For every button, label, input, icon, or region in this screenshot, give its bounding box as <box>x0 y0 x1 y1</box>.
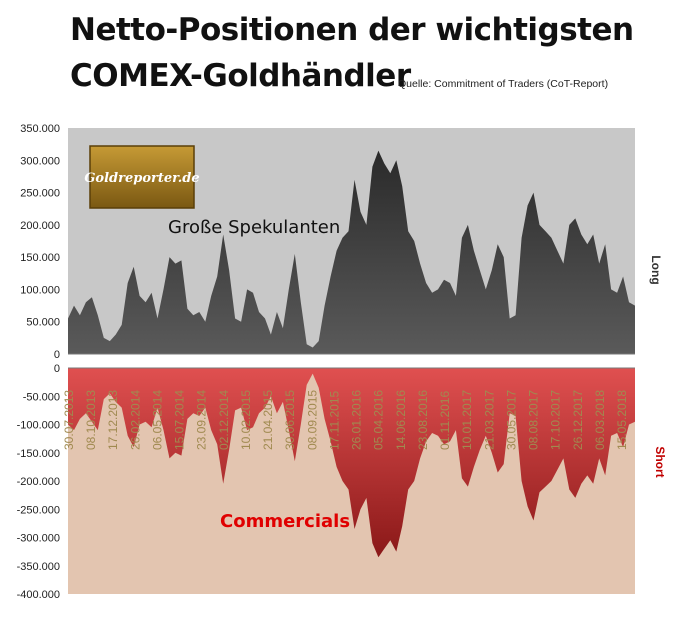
x-tick-label: 10.02.2015 <box>239 390 253 450</box>
x-axis-labels: 30.07.2013 08.10.2013 17.12.2013 26.02.2014… <box>62 390 629 450</box>
x-tick-label: 26.02.2014 <box>128 390 142 450</box>
x-tick-label: 30.06.2015 <box>283 390 297 450</box>
x-tick-label: 15.05.2018 <box>615 390 629 450</box>
x-tick-label: 23.08.2016 <box>416 390 430 450</box>
x-tick-label: 02.12.2014 <box>217 390 231 450</box>
x-tick-label: 08.10.2013 <box>84 390 98 450</box>
x-tick-label: 08.09.2015 <box>305 390 319 450</box>
x-tick-label: 26.01.2016 <box>350 390 364 450</box>
y-tick-label: -350.000 <box>17 561 60 573</box>
y-tick-label: -150.000 <box>17 448 60 460</box>
spec-series-label: Große Spekulanten <box>168 217 340 238</box>
short-side-label: Short <box>653 446 667 477</box>
logo-text: Goldreporter.de <box>84 171 199 186</box>
y-tick-label: 50.000 <box>26 317 60 329</box>
y-tick-label: 300.000 <box>20 155 60 167</box>
x-tick-label: 21.03.2017 <box>482 390 496 450</box>
x-tick-label: 05.04.2016 <box>372 390 386 450</box>
x-tick-label: 17.10.2017 <box>549 390 563 450</box>
lower-y-axis: 0 -50.000 -100.000 -150.000 -200.000 -250.000… <box>17 363 60 601</box>
x-tick-label: 17.11.2015 <box>327 391 341 450</box>
y-tick-label: 100.000 <box>20 284 60 296</box>
chart-title-line1: Netto-Positionen der wichtigsten <box>70 12 634 48</box>
x-tick-label: 06.05.2014 <box>150 390 164 450</box>
x-tick-label: 21.04.2015 <box>261 390 275 450</box>
y-tick-label: 350.000 <box>20 123 60 135</box>
y-tick-label: -200.000 <box>17 476 60 488</box>
y-tick-label: 0 <box>54 349 60 361</box>
logo: Goldreporter.de <box>84 145 200 209</box>
y-tick-label: -100.000 <box>17 420 60 432</box>
x-tick-label: 15.07.2014 <box>173 390 187 450</box>
x-tick-label: 23.09.2014 <box>195 390 209 450</box>
comm-series-label: Commercials <box>220 511 350 532</box>
spec-area-series <box>68 150 635 354</box>
y-tick-label: -300.000 <box>17 533 60 545</box>
logo-box <box>89 145 195 209</box>
y-tick-label: 250.000 <box>20 188 60 200</box>
y-tick-label: -50.000 <box>23 391 60 403</box>
chart-title-line2: COMEX-Goldhändler <box>70 58 411 94</box>
x-tick-label: 30.05.2017 <box>504 390 518 450</box>
x-tick-label: 30.07.2013 <box>62 390 76 450</box>
y-tick-label: -400.000 <box>17 589 60 601</box>
long-side-label: Long <box>649 255 663 284</box>
x-tick-label: 26.12.2017 <box>571 390 585 450</box>
comm-area-series <box>68 368 635 558</box>
x-tick-label: 06.03.2018 <box>593 390 607 450</box>
y-tick-label: -250.000 <box>17 504 60 516</box>
x-tick-label: 14.06.2016 <box>394 390 408 450</box>
y-tick-label: 150.000 <box>20 252 60 264</box>
y-tick-label: 0 <box>54 363 60 375</box>
x-tick-label: 08.08.2017 <box>527 390 541 450</box>
x-tick-label: 10.01.2017 <box>460 390 474 450</box>
upper-y-axis: 350.000 300.000 250.000 200.000 150.000 100.0… <box>20 123 60 361</box>
x-tick-label: 17.12.2013 <box>106 390 120 450</box>
y-tick-label: 200.000 <box>20 220 60 232</box>
x-tick-label: 01.11.2016 <box>438 391 452 450</box>
source-note: Quelle: Commitment of Traders (CoT-Repor… <box>398 78 609 90</box>
